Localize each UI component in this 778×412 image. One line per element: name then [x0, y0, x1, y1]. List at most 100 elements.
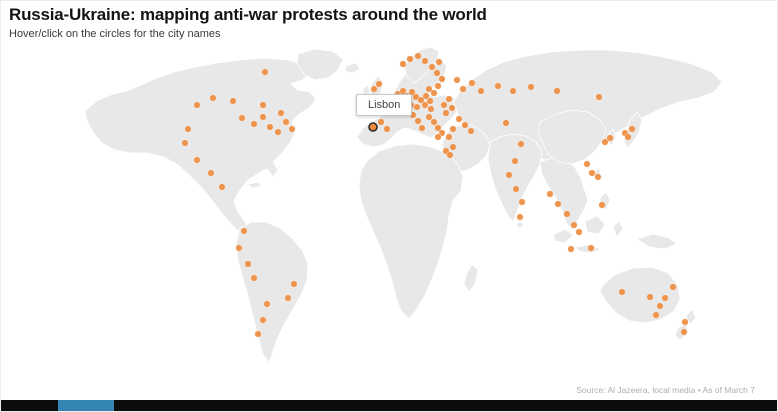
protest-dot[interactable]: [290, 280, 298, 288]
protest-dot[interactable]: [517, 140, 525, 148]
player-bar[interactable]: [1, 400, 777, 411]
protest-dot[interactable]: [261, 68, 269, 76]
protest-dot[interactable]: [418, 124, 426, 132]
protest-dot[interactable]: [440, 101, 448, 109]
protest-dot[interactable]: [413, 103, 421, 111]
protest-dot[interactable]: [259, 316, 267, 324]
protest-dot[interactable]: [509, 87, 517, 95]
protest-dot[interactable]: [442, 109, 450, 117]
protest-dot[interactable]: [448, 104, 456, 112]
protest-dot[interactable]: [661, 294, 669, 302]
player-progress[interactable]: [58, 400, 114, 411]
protest-dot[interactable]: [467, 127, 475, 135]
protest-dot[interactable]: [563, 210, 571, 218]
protest-dot[interactable]: [477, 87, 485, 95]
protest-dot[interactable]: [494, 82, 502, 90]
protest-dot[interactable]: [426, 97, 434, 105]
protest-dot[interactable]: [518, 198, 526, 206]
protest-dot[interactable]: [434, 124, 442, 132]
protest-dot[interactable]: [567, 245, 575, 253]
protest-dot[interactable]: [628, 125, 636, 133]
protest-dot[interactable]: [570, 221, 578, 229]
protest-dot[interactable]: [434, 82, 442, 90]
protest-dot[interactable]: [646, 293, 654, 301]
protest-dot[interactable]: [422, 92, 430, 100]
protest-dot[interactable]: [370, 85, 378, 93]
protest-dot[interactable]: [244, 260, 252, 268]
protest-dot[interactable]: [455, 115, 463, 123]
protest-dot[interactable]: [461, 121, 469, 129]
protest-dot[interactable]: [445, 133, 453, 141]
protest-dot[interactable]: [598, 201, 606, 209]
protest-dot[interactable]: [377, 118, 385, 126]
protest-dot[interactable]: [669, 283, 677, 291]
protest-dot[interactable]: [512, 185, 520, 193]
protest-dot[interactable]: [527, 83, 535, 91]
protest-dot[interactable]: [449, 125, 457, 133]
protest-dot[interactable]: [546, 190, 554, 198]
protest-dot[interactable]: [438, 75, 446, 83]
protest-dot[interactable]: [193, 156, 201, 164]
protest-dot[interactable]: [193, 101, 201, 109]
protest-dot[interactable]: [428, 63, 436, 71]
protest-dot[interactable]: [375, 80, 383, 88]
protest-dot[interactable]: [406, 55, 414, 63]
protest-dot[interactable]: [235, 244, 243, 252]
protest-dot[interactable]: [250, 274, 258, 282]
protest-dot[interactable]: [425, 113, 433, 121]
protest-dot[interactable]: [681, 318, 689, 326]
protest-dot[interactable]: [421, 101, 429, 109]
protest-dot[interactable]: [184, 125, 192, 133]
protest-dot[interactable]: [425, 85, 433, 93]
protest-dot[interactable]: [266, 123, 274, 131]
protest-dot[interactable]: [254, 330, 262, 338]
protest-dot[interactable]: [259, 101, 267, 109]
protest-dot[interactable]: [652, 311, 660, 319]
protest-dot[interactable]: [445, 95, 453, 103]
protest-dot[interactable]: [553, 87, 561, 95]
protest-dot[interactable]: [502, 119, 510, 127]
protest-dot[interactable]: [430, 118, 438, 126]
protest-dot[interactable]: [468, 79, 476, 87]
protest-dot[interactable]: [421, 57, 429, 65]
protest-dot[interactable]: [624, 133, 632, 141]
protest-dot[interactable]: [414, 52, 422, 60]
protest-dot[interactable]: [414, 117, 422, 125]
protest-dot[interactable]: [459, 85, 467, 93]
protest-dot[interactable]: [453, 76, 461, 84]
protest-dot[interactable]: [449, 143, 457, 151]
protest-dot[interactable]: [680, 328, 688, 336]
protest-dot[interactable]: [587, 244, 595, 252]
protest-dot[interactable]: [656, 302, 664, 310]
protest-dot[interactable]: [575, 228, 583, 236]
protest-dot[interactable]: [446, 151, 454, 159]
protest-dot[interactable]: [516, 213, 524, 221]
protest-dot[interactable]: [601, 138, 609, 146]
protest-dot[interactable]: [263, 300, 271, 308]
protest-dot[interactable]: [259, 113, 267, 121]
protest-dot[interactable]: [250, 120, 258, 128]
protest-dot[interactable]: [181, 139, 189, 147]
protest-dot[interactable]: [288, 125, 296, 133]
protest-dot[interactable]: [505, 171, 513, 179]
protest-dot[interactable]: [511, 157, 519, 165]
protest-dot[interactable]: [282, 118, 290, 126]
protest-dot[interactable]: [277, 109, 285, 117]
protest-dot[interactable]: [399, 60, 407, 68]
protest-dot[interactable]: [240, 227, 248, 235]
protest-dot[interactable]: [618, 288, 626, 296]
protest-dot[interactable]: [238, 114, 246, 122]
protest-dot[interactable]: [434, 133, 442, 141]
protest-dot[interactable]: [595, 93, 603, 101]
protest-dot[interactable]: [554, 200, 562, 208]
protest-dot[interactable]: [435, 58, 443, 66]
protest-dot[interactable]: [606, 134, 614, 142]
protest-dot[interactable]: [417, 96, 425, 104]
protest-dot[interactable]: [229, 97, 237, 105]
highlighted-dot[interactable]: [368, 122, 378, 132]
protest-dot[interactable]: [274, 128, 282, 136]
protest-dot[interactable]: [594, 173, 602, 181]
protest-dot[interactable]: [433, 69, 441, 77]
protest-dot[interactable]: [284, 294, 292, 302]
protest-dot[interactable]: [427, 105, 435, 113]
